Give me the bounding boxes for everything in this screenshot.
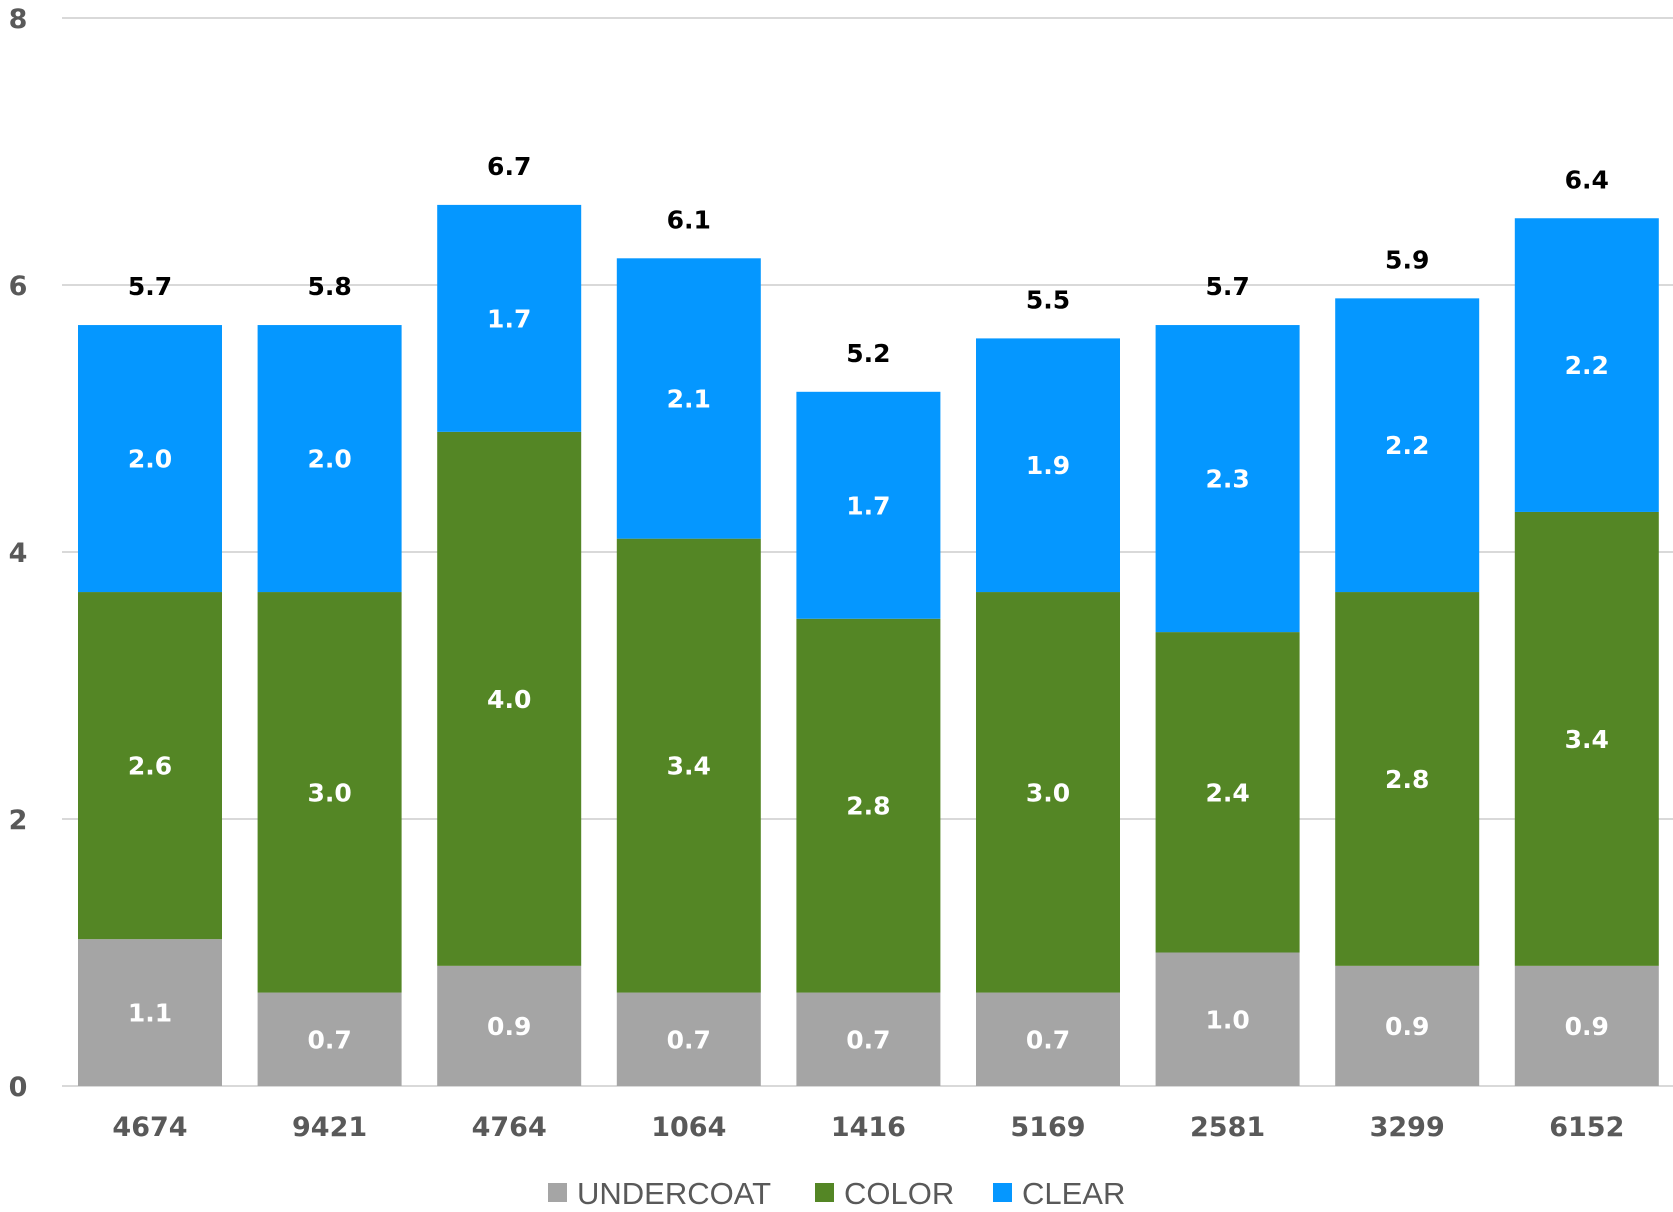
data-label: 3.0 bbox=[1026, 778, 1070, 807]
data-label: 2.8 bbox=[846, 792, 890, 821]
legend-label-color: COLOR bbox=[844, 1176, 954, 1211]
data-label: 0.7 bbox=[1026, 1025, 1070, 1054]
data-label: 0.9 bbox=[1385, 1012, 1429, 1041]
bar-segment-clear bbox=[257, 325, 402, 593]
data-label: 2.3 bbox=[1205, 465, 1249, 494]
total-label: 6.7 bbox=[487, 152, 531, 181]
bar-segment-color bbox=[616, 538, 761, 993]
legend-label-clear: CLEAR bbox=[1022, 1176, 1125, 1211]
data-label: 0.9 bbox=[1565, 1012, 1609, 1041]
bar-segment-undercoat bbox=[437, 965, 582, 1086]
x-tick-label: 6152 bbox=[1549, 1112, 1624, 1143]
y-tick-label: 6 bbox=[9, 271, 28, 302]
bar-segment-undercoat bbox=[1155, 952, 1300, 1086]
data-label: 4.0 bbox=[487, 685, 531, 714]
bar-segment-color bbox=[1335, 592, 1480, 966]
total-label: 5.7 bbox=[1205, 272, 1249, 301]
data-label: 2.6 bbox=[128, 752, 172, 781]
data-label: 2.2 bbox=[1385, 431, 1429, 460]
bar-segment-clear bbox=[1335, 298, 1480, 593]
data-label: 0.7 bbox=[846, 1025, 890, 1054]
bar-segment-undercoat bbox=[1514, 965, 1659, 1086]
data-label: 3.4 bbox=[667, 752, 711, 781]
data-label: 0.9 bbox=[487, 1012, 531, 1041]
bar-segment-color bbox=[257, 592, 402, 993]
bar-segment-color bbox=[78, 592, 222, 940]
bar-segment-undercoat bbox=[976, 992, 1120, 1086]
data-label: 0.7 bbox=[667, 1025, 711, 1054]
bar-segment-clear bbox=[437, 204, 582, 432]
total-label: 6.4 bbox=[1565, 165, 1609, 194]
total-label: 6.1 bbox=[667, 205, 711, 234]
data-label: 1.7 bbox=[846, 491, 890, 520]
bar-segment-color bbox=[796, 618, 941, 993]
bar-segment-clear bbox=[616, 258, 761, 539]
data-label: 3.4 bbox=[1565, 725, 1609, 754]
x-tick-label: 2581 bbox=[1190, 1112, 1265, 1143]
bar-segment-clear bbox=[78, 325, 222, 593]
x-tick-label: 5169 bbox=[1010, 1112, 1085, 1143]
y-tick-label: 0 bbox=[9, 1072, 28, 1103]
data-label: 2.4 bbox=[1205, 778, 1249, 807]
bar-segment-color bbox=[1514, 511, 1659, 966]
bar-segment-undercoat bbox=[257, 992, 402, 1086]
data-label: 0.7 bbox=[307, 1025, 351, 1054]
bar-segment-clear bbox=[976, 338, 1120, 593]
x-tick-label: 3299 bbox=[1370, 1112, 1445, 1143]
bar-segment-clear bbox=[1155, 325, 1300, 633]
bar-segment-color bbox=[437, 431, 582, 966]
x-tick-label: 4764 bbox=[472, 1112, 547, 1143]
data-label: 2.2 bbox=[1565, 351, 1609, 380]
bar-segment-color bbox=[1155, 632, 1300, 953]
legend-label-undercoat: UNDERCOAT bbox=[577, 1176, 771, 1211]
total-label: 5.2 bbox=[846, 339, 890, 368]
data-label: 3.0 bbox=[307, 778, 351, 807]
bar-segment-clear bbox=[796, 391, 941, 619]
bar-segment-undercoat bbox=[1335, 965, 1480, 1086]
total-label: 5.5 bbox=[1026, 285, 1070, 314]
bar-segment-color bbox=[976, 592, 1120, 993]
bar-segment-clear bbox=[1514, 218, 1659, 512]
legend-swatch-clear bbox=[993, 1183, 1012, 1202]
legend-swatch-undercoat bbox=[548, 1183, 567, 1202]
total-label: 5.7 bbox=[128, 272, 172, 301]
bar-segment-undercoat bbox=[796, 992, 941, 1086]
data-label: 1.9 bbox=[1026, 451, 1070, 480]
data-label: 2.0 bbox=[307, 445, 351, 474]
total-label: 5.8 bbox=[307, 272, 351, 301]
data-label: 2.0 bbox=[128, 445, 172, 474]
legend-swatch-color bbox=[815, 1183, 834, 1202]
bar-segment-undercoat bbox=[78, 939, 222, 1086]
data-label: 2.1 bbox=[667, 384, 711, 413]
x-tick-label: 1416 bbox=[831, 1112, 906, 1143]
data-label: 1.7 bbox=[487, 304, 531, 333]
y-tick-label: 2 bbox=[9, 805, 28, 836]
total-label: 5.9 bbox=[1385, 245, 1429, 274]
data-label: 2.8 bbox=[1385, 765, 1429, 794]
y-tick-label: 8 bbox=[9, 4, 28, 35]
x-tick-label: 9421 bbox=[292, 1112, 367, 1143]
bar-segment-undercoat bbox=[616, 992, 761, 1086]
y-tick-label: 4 bbox=[9, 538, 28, 569]
data-label: 1.1 bbox=[128, 999, 172, 1028]
x-tick-label: 4674 bbox=[112, 1112, 187, 1143]
data-label: 1.0 bbox=[1205, 1005, 1249, 1034]
x-tick-label: 1064 bbox=[651, 1112, 726, 1143]
